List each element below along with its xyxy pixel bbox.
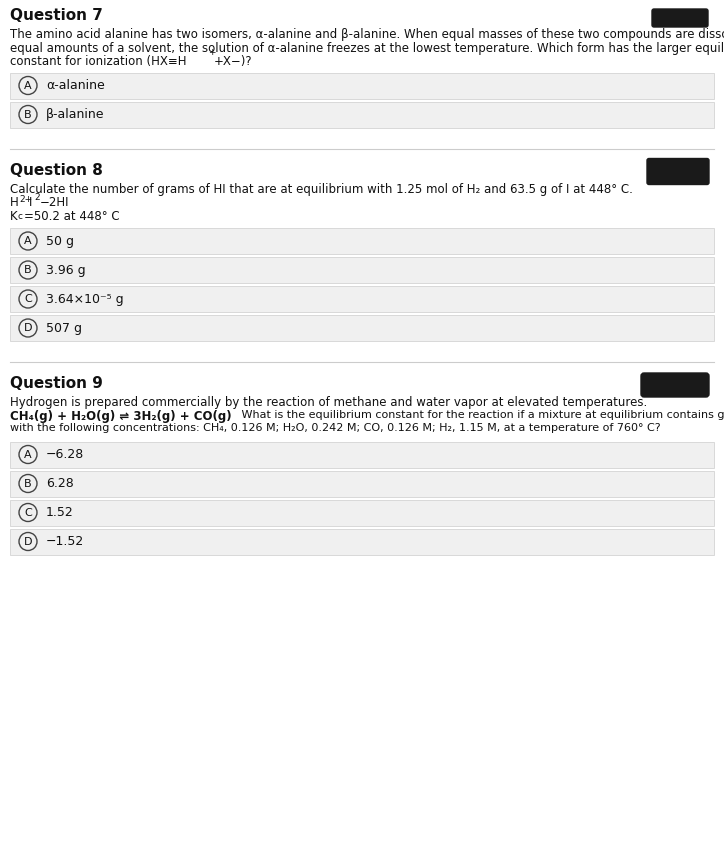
Text: What is the equilibrium constant for the reaction if a mixture at equilibrium co: What is the equilibrium constant for the… [238,409,724,419]
FancyBboxPatch shape [10,257,714,283]
FancyBboxPatch shape [10,470,714,496]
Text: C: C [24,507,32,518]
FancyBboxPatch shape [641,373,709,397]
Text: constant for ionization (HX≡H: constant for ionization (HX≡H [10,55,187,68]
Text: Question 7: Question 7 [10,8,103,23]
Text: +X−)?: +X−)? [214,55,253,68]
Text: β-alanine: β-alanine [46,108,104,121]
Text: Question 9: Question 9 [10,376,103,391]
Text: A: A [24,80,32,91]
Text: c: c [18,212,23,220]
Text: 6.28: 6.28 [46,477,74,490]
FancyBboxPatch shape [10,441,714,468]
Text: CH₄(g) + H₂O(g) ⇌ 3H₂(g) + CO(g): CH₄(g) + H₂O(g) ⇌ 3H₂(g) + CO(g) [10,409,232,423]
Text: B: B [24,265,32,275]
Text: A: A [24,450,32,460]
Text: A: A [24,236,32,246]
Text: −1.52: −1.52 [46,535,84,548]
Text: 2+: 2+ [19,195,32,204]
Text: C: C [24,294,32,304]
Text: I: I [29,196,33,209]
Text: with the following concentrations: CH₄, 0.126 M; H₂O, 0.242 M; CO, 0.126 M; H₂, : with the following concentrations: CH₄, … [10,423,660,433]
Text: Calculate the number of grams of HI that are at equilibrium with 1.25 mol of H₂ : Calculate the number of grams of HI that… [10,182,633,196]
Text: 3.96 g: 3.96 g [46,263,85,276]
Text: 2: 2 [34,193,40,202]
FancyBboxPatch shape [10,102,714,128]
Text: H: H [10,196,19,209]
Text: Hydrogen is prepared commercially by the reaction of methane and water vapor at : Hydrogen is prepared commercially by the… [10,396,647,409]
Text: 1.52: 1.52 [46,506,74,519]
Text: −6.28: −6.28 [46,448,84,461]
FancyBboxPatch shape [10,500,714,525]
Text: The amino acid alanine has two isomers, α-alanine and β-alanine. When equal mass: The amino acid alanine has two isomers, … [10,28,724,41]
FancyBboxPatch shape [647,158,709,185]
Text: 3.64×10⁻⁵ g: 3.64×10⁻⁵ g [46,292,124,306]
Text: K: K [10,209,17,223]
Text: B: B [24,479,32,489]
Text: D: D [24,536,33,546]
FancyBboxPatch shape [10,529,714,555]
Text: −2HI: −2HI [40,196,70,209]
Text: +: + [208,48,216,57]
Text: equal amounts of a solvent, the solution of α-alanine freezes at the lowest temp: equal amounts of a solvent, the solution… [10,42,724,54]
Text: =50.2 at 448° C: =50.2 at 448° C [24,209,119,223]
Text: Question 8: Question 8 [10,163,103,178]
Text: 507 g: 507 g [46,322,82,335]
FancyBboxPatch shape [10,315,714,341]
Text: B: B [24,109,32,119]
FancyBboxPatch shape [652,9,708,27]
Text: 50 g: 50 g [46,235,74,247]
FancyBboxPatch shape [10,73,714,98]
FancyBboxPatch shape [10,286,714,312]
FancyBboxPatch shape [10,228,714,254]
Text: α-alanine: α-alanine [46,79,105,92]
Text: D: D [24,323,33,333]
